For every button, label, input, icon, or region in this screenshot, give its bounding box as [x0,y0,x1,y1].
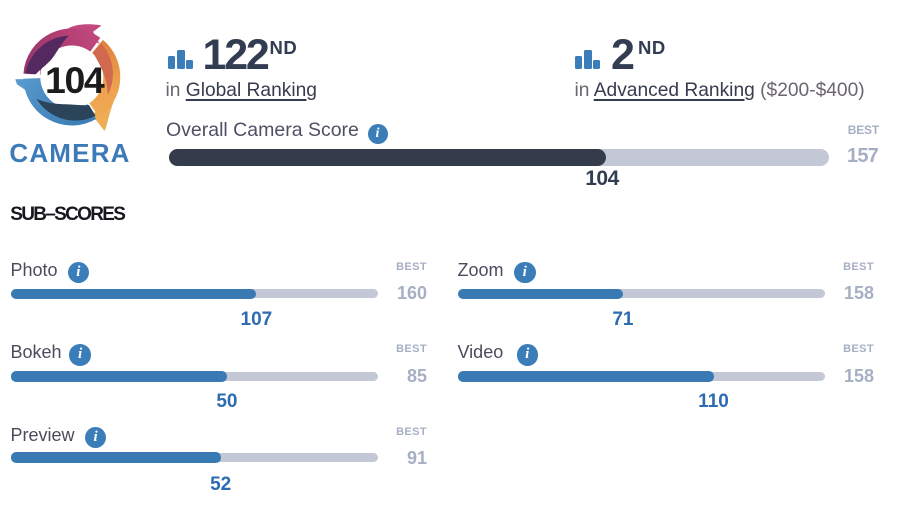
svg-text:104: 104 [45,59,105,101]
